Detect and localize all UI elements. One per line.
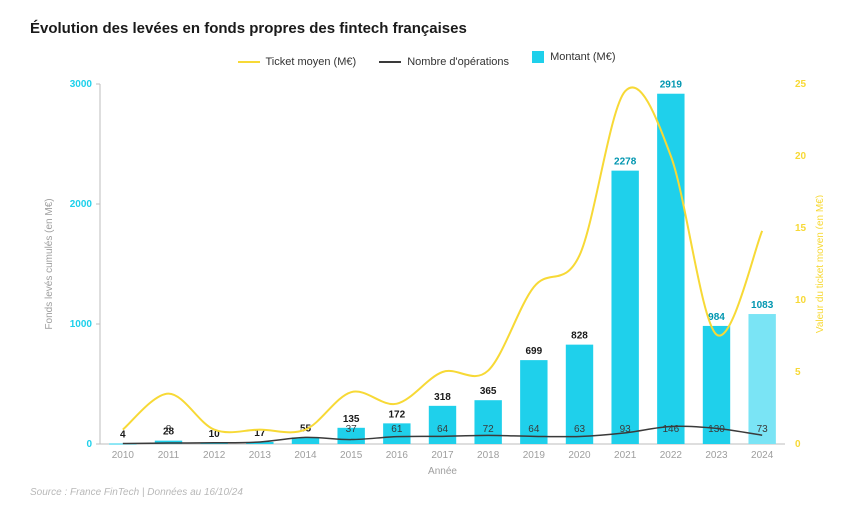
svg-text:37: 37 — [346, 424, 358, 435]
svg-text:828: 828 — [571, 331, 588, 342]
svg-text:2017: 2017 — [431, 450, 454, 461]
svg-text:2024: 2024 — [751, 450, 774, 461]
svg-text:0: 0 — [86, 439, 92, 450]
svg-text:2012: 2012 — [203, 450, 226, 461]
svg-text:Valeur du ticket moyen (en M€): Valeur du ticket moyen (en M€) — [815, 195, 823, 333]
svg-text:1083: 1083 — [751, 300, 774, 311]
svg-text:64: 64 — [528, 424, 540, 435]
svg-text:73: 73 — [757, 424, 769, 435]
chart-area: 0100020003000051015202520104201128820121… — [30, 74, 823, 479]
svg-text:63: 63 — [574, 424, 586, 435]
svg-text:984: 984 — [708, 312, 725, 323]
svg-text:2010: 2010 — [112, 450, 135, 461]
svg-text:25: 25 — [795, 79, 807, 90]
legend-montant: Montant (M€) — [532, 51, 615, 63]
svg-text:20: 20 — [795, 151, 807, 162]
svg-text:0: 0 — [795, 439, 801, 450]
legend-ops-swatch — [379, 61, 401, 63]
svg-text:64: 64 — [437, 424, 449, 435]
svg-text:2011: 2011 — [158, 450, 180, 461]
svg-text:2023: 2023 — [705, 450, 728, 461]
legend-ops: Nombre d'opérations — [379, 56, 509, 68]
svg-text:8: 8 — [166, 424, 172, 435]
svg-text:2015: 2015 — [340, 450, 363, 461]
svg-text:2018: 2018 — [477, 450, 500, 461]
legend-ops-label: Nombre d'opérations — [407, 56, 509, 68]
bar — [611, 171, 638, 444]
svg-text:172: 172 — [388, 409, 405, 420]
svg-text:Année: Année — [428, 466, 457, 474]
svg-text:15: 15 — [795, 223, 807, 234]
svg-text:318: 318 — [434, 392, 451, 403]
svg-text:2021: 2021 — [614, 450, 637, 461]
svg-text:4: 4 — [120, 430, 126, 441]
chart-svg: 0100020003000051015202520104201128820121… — [30, 74, 823, 474]
svg-text:699: 699 — [525, 346, 542, 357]
bar — [657, 94, 684, 444]
svg-text:72: 72 — [483, 424, 495, 435]
svg-text:2919: 2919 — [660, 80, 683, 91]
legend: Ticket moyen (M€) Nombre d'opérations Mo… — [30, 51, 823, 68]
legend-ticket-swatch — [238, 61, 260, 63]
svg-text:3000: 3000 — [70, 79, 93, 90]
legend-ticket-label: Ticket moyen (M€) — [266, 56, 357, 68]
svg-text:2000: 2000 — [70, 199, 93, 210]
svg-text:10: 10 — [795, 295, 807, 306]
svg-text:5: 5 — [795, 367, 801, 378]
svg-text:365: 365 — [480, 386, 497, 397]
svg-text:2022: 2022 — [660, 450, 683, 461]
svg-text:Fonds levés cumulés (en M€): Fonds levés cumulés (en M€) — [44, 198, 55, 329]
source-text: Source : France FinTech | Données au 16/… — [30, 487, 823, 498]
legend-montant-label: Montant (M€) — [550, 51, 615, 63]
svg-text:61: 61 — [391, 424, 403, 435]
legend-ticket: Ticket moyen (M€) — [238, 56, 357, 68]
svg-text:2014: 2014 — [294, 450, 317, 461]
svg-text:1000: 1000 — [70, 319, 93, 330]
bar — [474, 400, 501, 444]
svg-text:2013: 2013 — [249, 450, 272, 461]
legend-montant-swatch — [532, 51, 544, 63]
chart-title: Évolution des levées en fonds propres de… — [30, 20, 823, 37]
svg-text:2016: 2016 — [386, 450, 409, 461]
svg-text:2019: 2019 — [523, 450, 546, 461]
svg-text:2278: 2278 — [614, 157, 637, 168]
svg-text:2020: 2020 — [568, 450, 591, 461]
